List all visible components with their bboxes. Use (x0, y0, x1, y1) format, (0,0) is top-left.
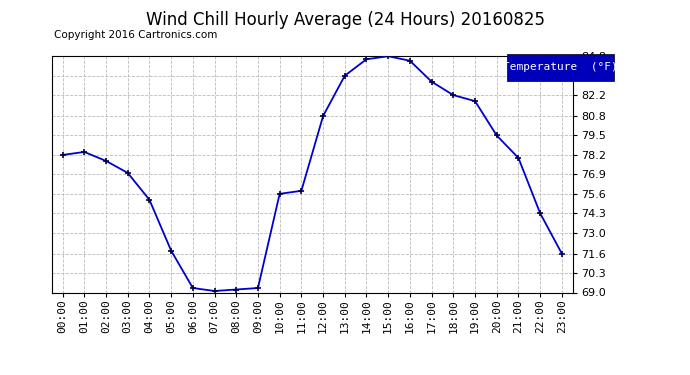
Text: Temperature  (°F): Temperature (°F) (503, 63, 618, 72)
Text: Wind Chill Hourly Average (24 Hours) 20160825: Wind Chill Hourly Average (24 Hours) 201… (146, 11, 544, 29)
Text: Copyright 2016 Cartronics.com: Copyright 2016 Cartronics.com (54, 30, 217, 40)
